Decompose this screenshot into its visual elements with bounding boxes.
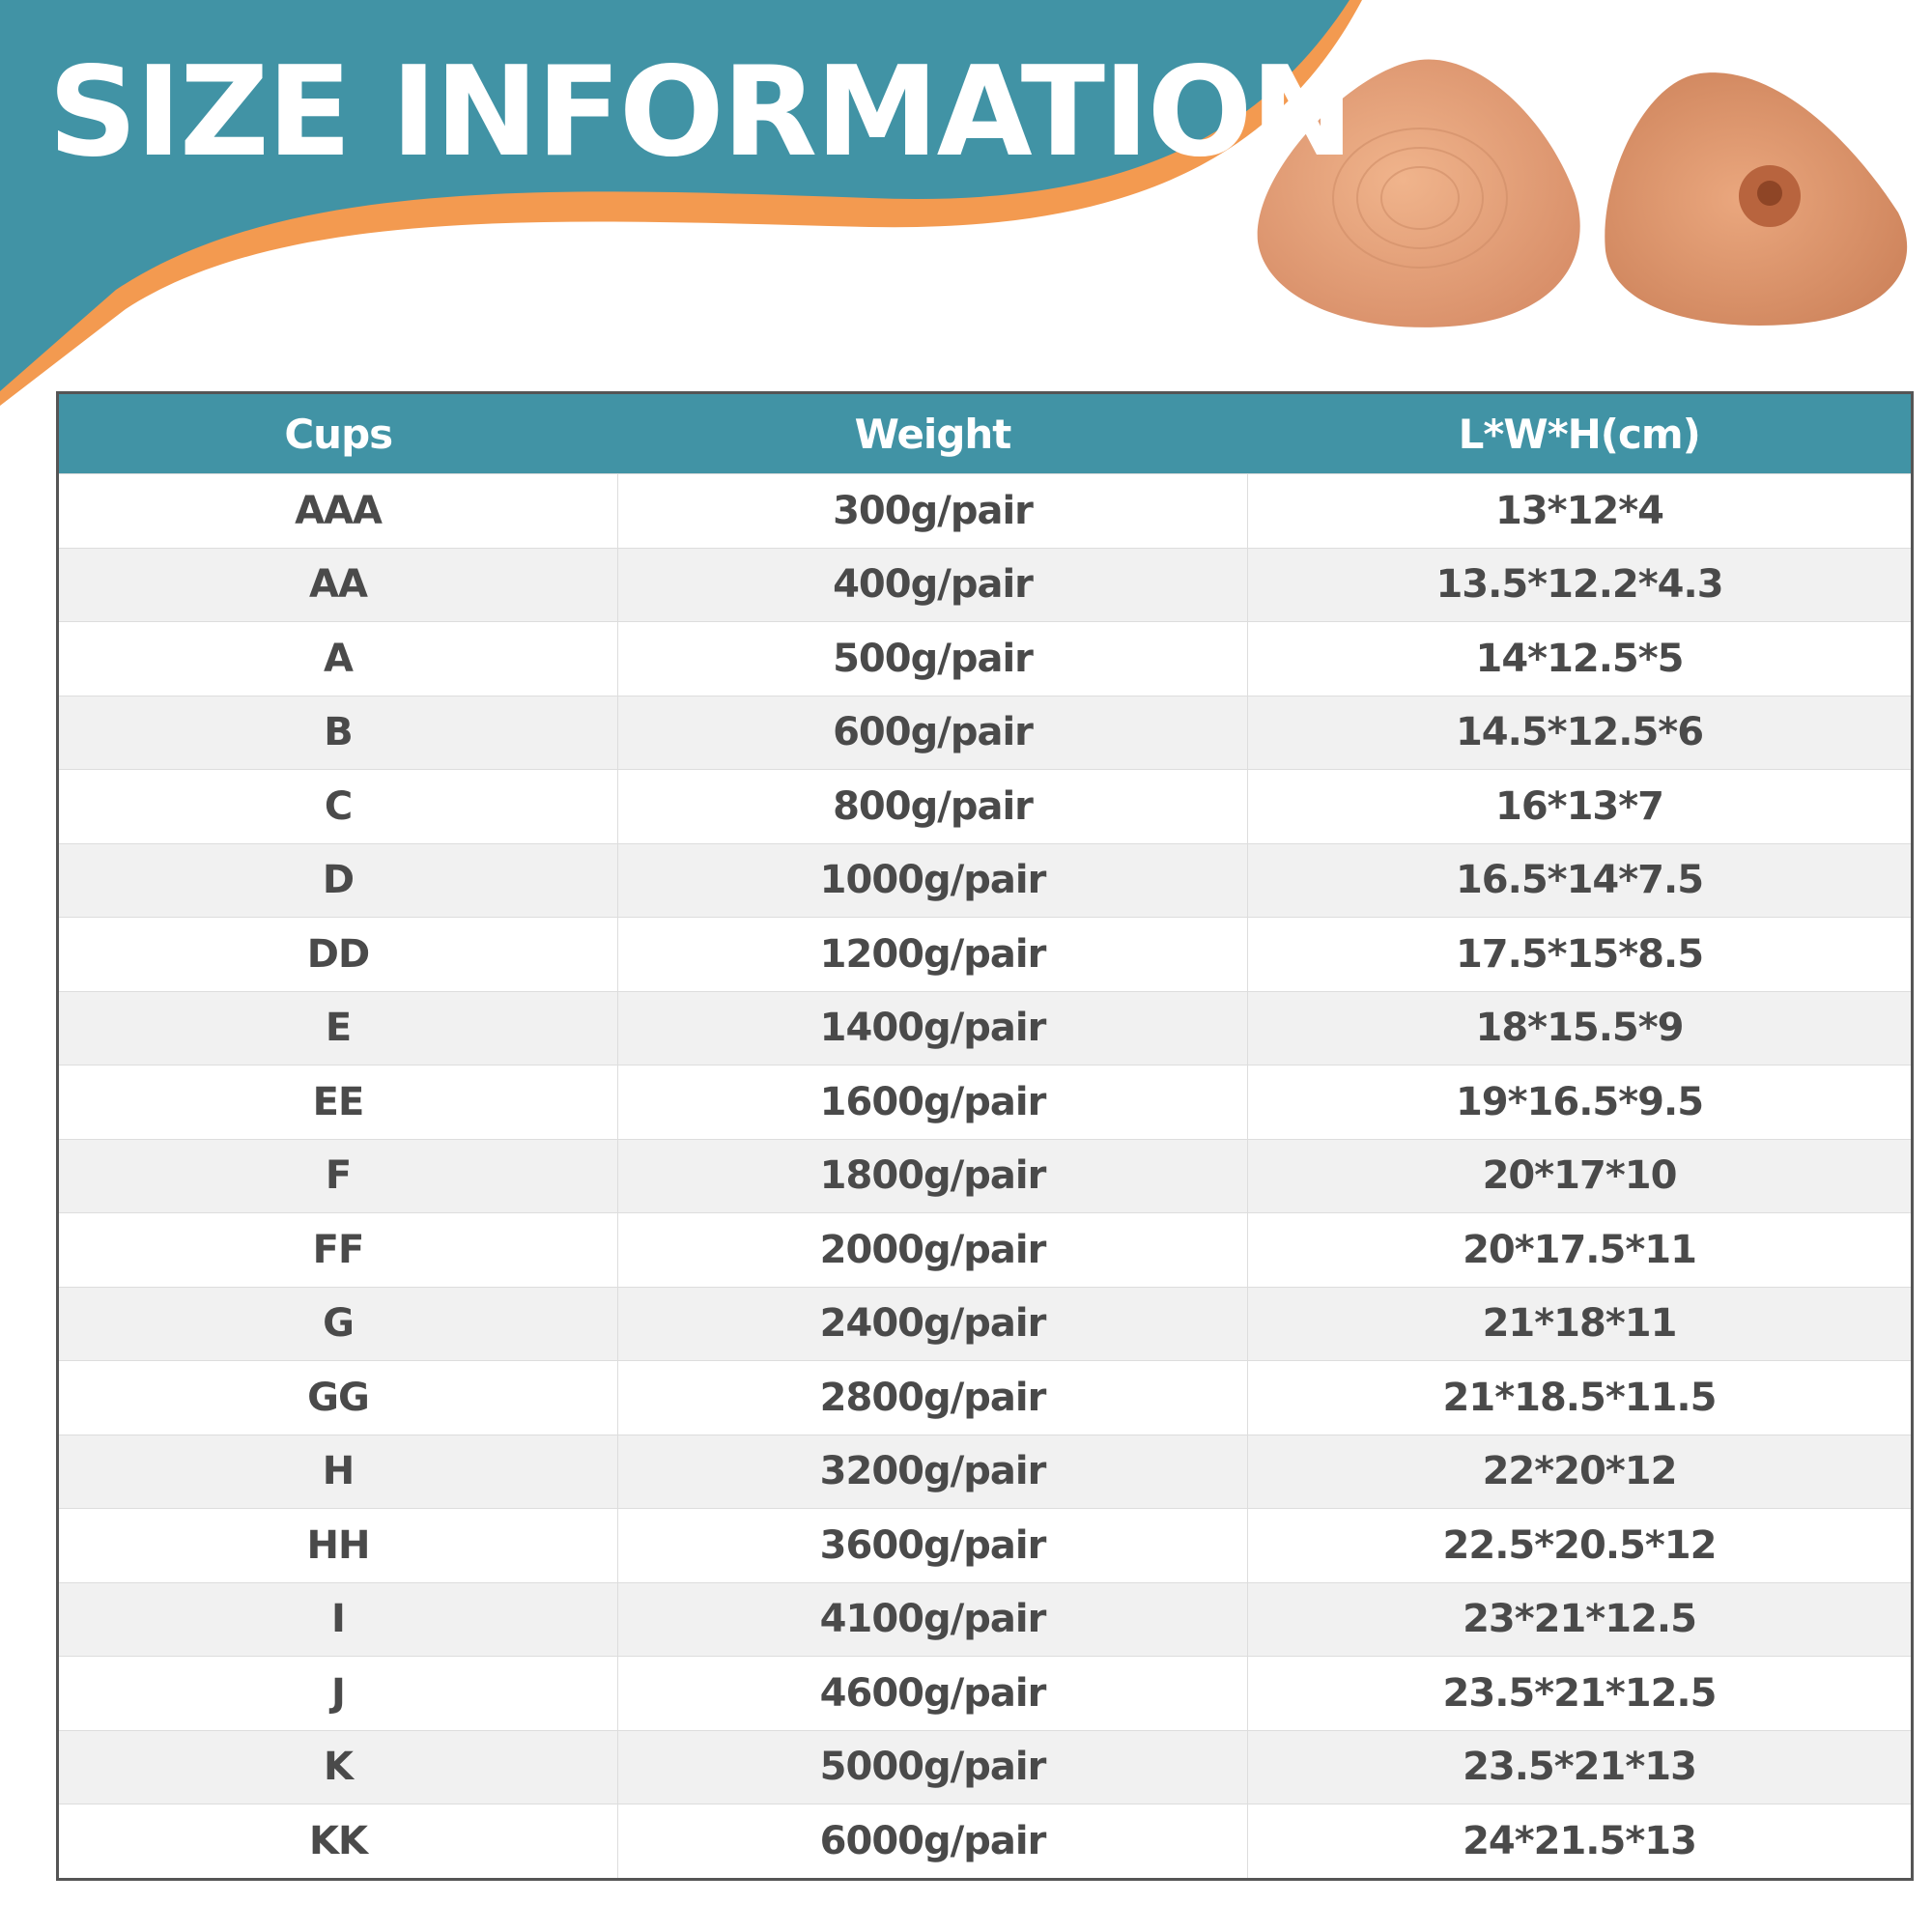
table-row: AAA 300g/pair 13*12*4 bbox=[57, 473, 1913, 548]
table-cell: 21*18*11 bbox=[1247, 1286, 1913, 1361]
table-cell: J bbox=[57, 1656, 618, 1730]
table-row: F 1800g/pair 20*17*10 bbox=[57, 1138, 1913, 1213]
table-row: KK 6000g/pair 24*21.5*13 bbox=[57, 1804, 1913, 1879]
table-cell: C bbox=[57, 769, 618, 843]
table-cell: DD bbox=[57, 917, 618, 991]
table-cell: A bbox=[57, 621, 618, 696]
table-cell: 500g/pair bbox=[617, 621, 1248, 696]
table-cell: 4600g/pair bbox=[617, 1656, 1248, 1730]
table-cell: KK bbox=[57, 1804, 618, 1879]
table-cell: 1400g/pair bbox=[617, 990, 1248, 1065]
table-cell: 16.5*14*7.5 bbox=[1247, 842, 1913, 918]
product-back bbox=[1257, 59, 1580, 327]
table-cell: 1600g/pair bbox=[617, 1065, 1248, 1139]
table-cell: F bbox=[57, 1138, 618, 1213]
table-cell: 800g/pair bbox=[617, 769, 1248, 843]
table-cell: 600g/pair bbox=[617, 695, 1248, 770]
table-cell: 2400g/pair bbox=[617, 1286, 1248, 1361]
table-cell: 1000g/pair bbox=[617, 842, 1248, 918]
table-row: AA 400g/pair 13.5*12.2*4.3 bbox=[57, 547, 1913, 622]
table-cell: E bbox=[57, 990, 618, 1065]
table-cell: 3600g/pair bbox=[617, 1508, 1248, 1582]
table-cell: 13*12*4 bbox=[1247, 473, 1913, 548]
table-cell: 18*15.5*9 bbox=[1247, 990, 1913, 1065]
table-row: HH 3600g/pair 22.5*20.5*12 bbox=[57, 1508, 1913, 1582]
table-cell: 6000g/pair bbox=[617, 1804, 1248, 1879]
table-row: FF 2000g/pair 20*17.5*11 bbox=[57, 1212, 1913, 1287]
column-header: Cups bbox=[57, 392, 618, 474]
table-cell: EE bbox=[57, 1065, 618, 1139]
table-cell: 19*16.5*9.5 bbox=[1247, 1065, 1913, 1139]
table-cell: 4100g/pair bbox=[617, 1581, 1248, 1657]
table-cell: 1800g/pair bbox=[617, 1138, 1248, 1213]
table-row: G 2400g/pair 21*18*11 bbox=[57, 1286, 1913, 1361]
table-cell: 20*17.5*11 bbox=[1247, 1212, 1913, 1287]
table-cell: 400g/pair bbox=[617, 547, 1248, 622]
table-cell: FF bbox=[57, 1212, 618, 1287]
table-cell: 3200g/pair bbox=[617, 1434, 1248, 1509]
table-cell: H bbox=[57, 1434, 618, 1509]
table-cell: 1200g/pair bbox=[617, 917, 1248, 991]
table-cell: 23.5*21*13 bbox=[1247, 1729, 1913, 1804]
table-cell: D bbox=[57, 842, 618, 918]
column-header: Weight bbox=[617, 392, 1248, 474]
table-cell: 2000g/pair bbox=[617, 1212, 1248, 1287]
table-cell: K bbox=[57, 1729, 618, 1804]
table-cell: 20*17*10 bbox=[1247, 1138, 1913, 1213]
table-cell: G bbox=[57, 1286, 618, 1361]
table-row: D 1000g/pair 16.5*14*7.5 bbox=[57, 842, 1913, 918]
table-cell: AA bbox=[57, 547, 618, 622]
table-body: AAA 300g/pair 13*12*4 AA 400g/pair 13.5*12.2*… bbox=[57, 473, 1913, 1879]
product-rings bbox=[1332, 128, 1508, 269]
table-cell: 24*21.5*13 bbox=[1247, 1804, 1913, 1879]
table-cell: 13.5*12.2*4.3 bbox=[1247, 547, 1913, 622]
table-cell: 14.5*12.5*6 bbox=[1247, 695, 1913, 770]
table-cell: 14*12.5*5 bbox=[1247, 621, 1913, 696]
table-cell: AAA bbox=[57, 473, 618, 548]
table-row: A 500g/pair 14*12.5*5 bbox=[57, 621, 1913, 696]
table-cell: 21*18.5*11.5 bbox=[1247, 1360, 1913, 1435]
table-row: H 3200g/pair 22*20*12 bbox=[57, 1434, 1913, 1509]
page-title: SIZE INFORMATION bbox=[48, 41, 1354, 185]
size-table: Cups Weight L*W*H(cm) AAA 300g/pair 13*12*4 A… bbox=[56, 391, 1914, 1881]
teal-wave bbox=[0, 0, 1350, 391]
table-row: E 1400g/pair 18*15.5*9 bbox=[57, 990, 1913, 1065]
table-cell: 2800g/pair bbox=[617, 1360, 1248, 1435]
table-cell: I bbox=[57, 1581, 618, 1657]
table-cell: 22*20*12 bbox=[1247, 1434, 1913, 1509]
table-row: I 4100g/pair 23*21*12.5 bbox=[57, 1581, 1913, 1657]
table-cell: B bbox=[57, 695, 618, 770]
table-row: DD 1200g/pair 17.5*15*8.5 bbox=[57, 917, 1913, 991]
table-row: C 800g/pair 16*13*7 bbox=[57, 769, 1913, 843]
table-row: B 600g/pair 14.5*12.5*6 bbox=[57, 695, 1913, 770]
header-row: Cups Weight L*W*H(cm) bbox=[57, 392, 1913, 474]
table-cell: HH bbox=[57, 1508, 618, 1582]
table-cell: 23.5*21*12.5 bbox=[1247, 1656, 1913, 1730]
table-row: J 4600g/pair 23.5*21*12.5 bbox=[57, 1656, 1913, 1730]
product-nipple bbox=[1757, 181, 1782, 206]
table-cell: 300g/pair bbox=[617, 473, 1248, 548]
table-cell: 16*13*7 bbox=[1247, 769, 1913, 843]
table-row: GG 2800g/pair 21*18.5*11.5 bbox=[57, 1360, 1913, 1435]
column-header: L*W*H(cm) bbox=[1247, 392, 1913, 474]
table-cell: GG bbox=[57, 1360, 618, 1435]
table-cell: 5000g/pair bbox=[617, 1729, 1248, 1804]
table-row: EE 1600g/pair 19*16.5*9.5 bbox=[57, 1065, 1913, 1139]
table-row: K 5000g/pair 23.5*21*13 bbox=[57, 1729, 1913, 1804]
table-cell: 23*21*12.5 bbox=[1247, 1581, 1913, 1657]
table-cell: 22.5*20.5*12 bbox=[1247, 1508, 1913, 1582]
header-graphic bbox=[0, 0, 1908, 406]
table-cell: 17.5*15*8.5 bbox=[1247, 917, 1913, 991]
